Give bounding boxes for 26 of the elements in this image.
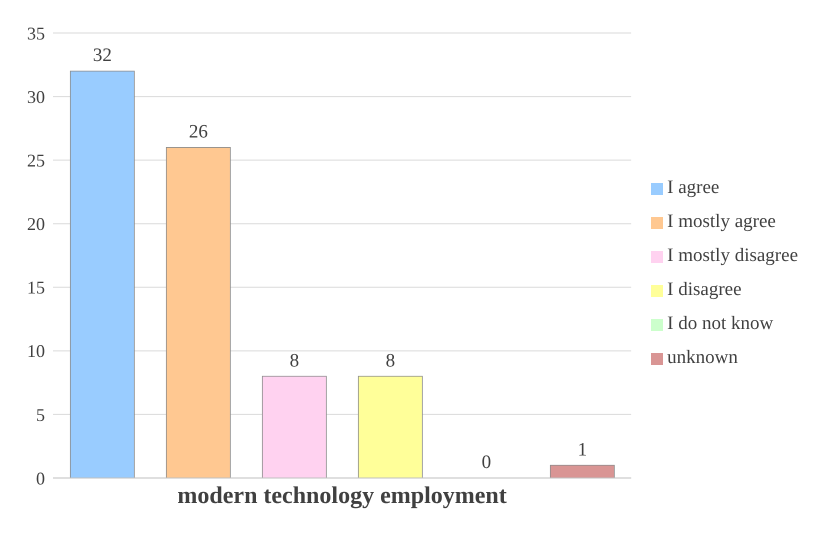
- y-tick-label: 15: [27, 278, 45, 298]
- y-tick-label: 5: [36, 404, 45, 425]
- y-tick-label: 30: [27, 86, 45, 107]
- data-label: 0: [482, 452, 492, 473]
- legend-label: I agree: [667, 177, 720, 198]
- bar: [550, 464, 615, 478]
- data-label: 26: [188, 121, 208, 142]
- bar: [358, 376, 423, 478]
- y-tick-label: 0: [36, 468, 45, 488]
- legend-label: I mostly agree: [667, 211, 776, 232]
- legend-label: I mostly disagree: [667, 245, 798, 266]
- data-label: 32: [92, 45, 112, 66]
- legend-label: I do not know: [667, 313, 774, 334]
- bar: [70, 70, 135, 478]
- bar: [166, 147, 231, 478]
- legend-label: I disagree: [667, 279, 742, 300]
- bar: [262, 376, 327, 478]
- y-tick-label: 20: [27, 214, 45, 234]
- legend-label: unknown: [667, 347, 738, 368]
- data-label: 1: [578, 439, 588, 460]
- x-tick-label: modern technology employment: [177, 483, 507, 510]
- data-label: 8: [290, 350, 300, 372]
- data-label: 8: [386, 350, 396, 372]
- y-tick-label: 35: [27, 23, 45, 44]
- y-tick-label: 10: [27, 341, 45, 362]
- y-tick-label: 25: [27, 150, 45, 171]
